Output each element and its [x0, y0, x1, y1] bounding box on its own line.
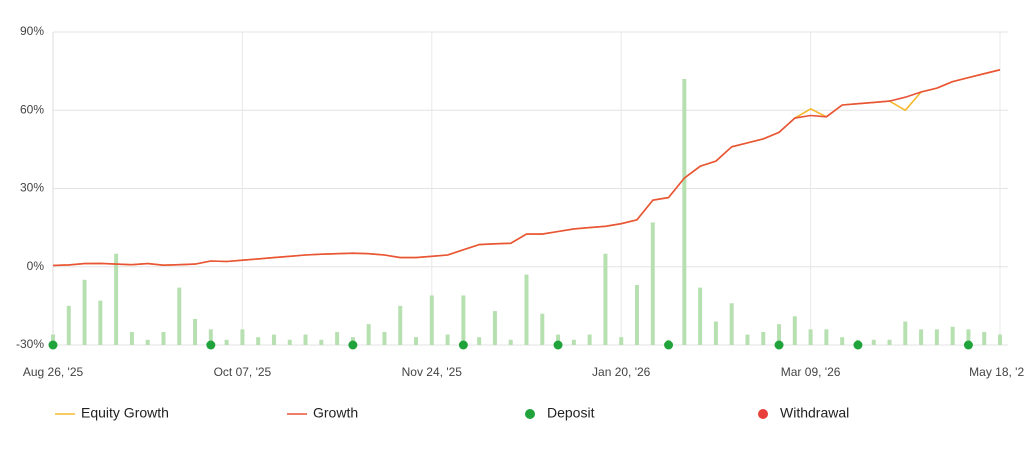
y-tick-label: 30%: [20, 181, 44, 195]
legend-label: Growth: [313, 405, 358, 421]
bar: [461, 295, 466, 345]
bar: [177, 287, 182, 345]
x-tick-label: Oct 07, '25: [214, 365, 272, 379]
event-dot: [348, 340, 358, 350]
event-dot: [774, 340, 784, 350]
bar: [919, 329, 924, 345]
bar: [508, 339, 513, 345]
bar: [729, 303, 734, 345]
x-tick-label: Mar 09, '26: [781, 365, 841, 379]
bar: [650, 222, 655, 345]
event-dot: [853, 340, 863, 350]
bar: [634, 285, 639, 345]
legend: Equity Growth Growth Deposit Withdrawal: [55, 405, 849, 421]
bar: [761, 331, 766, 345]
bar: [414, 337, 419, 345]
legend-label: Equity Growth: [81, 405, 169, 421]
bar: [66, 305, 71, 345]
bar: [366, 324, 371, 345]
legend-swatch: [525, 409, 535, 419]
legend-swatch: [758, 409, 768, 419]
bar: [319, 339, 324, 345]
bar: [619, 337, 624, 345]
bar: [129, 331, 134, 345]
bar: [271, 334, 276, 345]
bar: [713, 321, 718, 345]
bar: [193, 318, 198, 345]
bar: [335, 331, 340, 345]
bar: [114, 253, 119, 345]
bar: [287, 339, 292, 345]
event-dot: [206, 340, 216, 350]
bar: [445, 334, 450, 345]
line-series: [52, 69, 1001, 267]
bar: [571, 339, 576, 345]
bar: [950, 326, 955, 345]
bar: [303, 334, 308, 345]
bar: [540, 313, 545, 345]
y-tick-label: 60%: [20, 102, 44, 116]
bar: [887, 339, 892, 345]
x-tick-label: Nov 24, '25: [402, 365, 463, 379]
bar: [745, 334, 750, 345]
bar: [524, 274, 529, 345]
event-dot: [458, 340, 468, 350]
bar: [398, 305, 403, 345]
legend-label: Deposit: [547, 405, 595, 421]
line-series: [52, 69, 1001, 267]
event-dot: [664, 340, 674, 350]
y-tick-label: 0%: [27, 259, 45, 273]
bar: [429, 295, 434, 345]
bar: [208, 329, 213, 345]
bar: [792, 316, 797, 345]
bar: [603, 253, 608, 345]
bar: [824, 329, 829, 345]
bar: [698, 287, 703, 345]
bar: [145, 339, 150, 345]
bar: [82, 279, 87, 345]
bar: [240, 329, 245, 345]
bar: [840, 337, 845, 345]
bar: [682, 78, 687, 345]
event-dot: [553, 340, 563, 350]
x-tick-label: May 18, '26: [969, 365, 1024, 379]
bar: [224, 339, 229, 345]
bar: [382, 331, 387, 345]
bar: [587, 334, 592, 345]
bar: [161, 331, 166, 345]
bar: [808, 329, 813, 345]
bar: [982, 331, 987, 345]
legend-label: Withdrawal: [780, 405, 849, 421]
bar: [51, 334, 55, 345]
event-dot: [48, 340, 58, 350]
event-dot: [963, 340, 973, 350]
bar: [934, 329, 939, 345]
bar: [98, 300, 103, 345]
y-tick-label: -30%: [16, 337, 44, 351]
x-tick-label: Aug 26, '25: [23, 365, 84, 379]
bar: [256, 337, 261, 345]
bar: [556, 334, 561, 345]
bar: [903, 321, 908, 345]
bar: [998, 334, 1002, 345]
bar: [777, 324, 782, 345]
y-tick-label: 90%: [20, 24, 44, 38]
bar: [492, 311, 497, 345]
bar: [966, 329, 971, 345]
bar: [477, 337, 482, 345]
x-tick-label: Jan 20, '26: [592, 365, 651, 379]
bar: [871, 339, 876, 345]
